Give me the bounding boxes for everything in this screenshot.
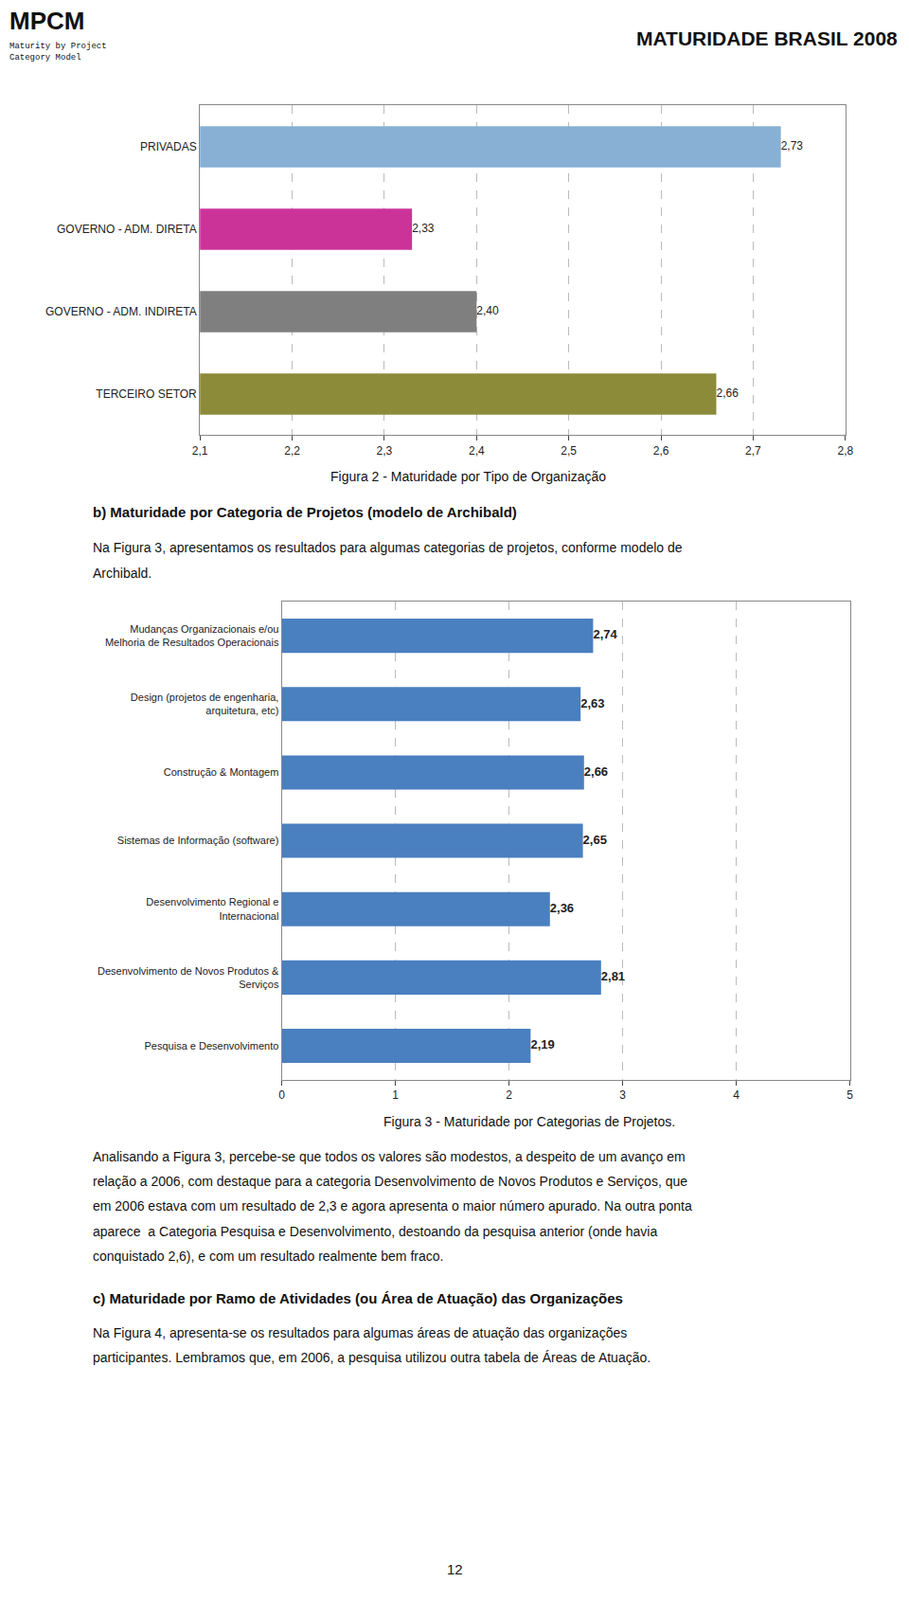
- svg-text:2,3: 2,3: [376, 444, 393, 458]
- svg-text:1: 1: [392, 1087, 399, 1102]
- svg-text:Mudanças Organizacionais e/ouM: Mudanças Organizacionais e/ouMelhoria de…: [105, 623, 280, 648]
- svg-text:conquistado 2,6), e com um res: conquistado 2,6), e com um resultado rea…: [92, 1247, 444, 1264]
- svg-text:PRIVADAS: PRIVADAS: [140, 140, 197, 154]
- svg-text:MATURIDADE BRASIL 2008: MATURIDADE BRASIL 2008: [636, 27, 898, 50]
- svg-text:3: 3: [619, 1087, 626, 1102]
- svg-text:2,8: 2,8: [837, 444, 854, 458]
- svg-text:4: 4: [732, 1087, 740, 1102]
- svg-text:relação a 2006, com destaque p: relação a 2006, com destaque para a cate…: [92, 1173, 688, 1189]
- svg-text:Pesquisa e Desenvolvimento: Pesquisa e Desenvolvimento: [144, 1039, 280, 1052]
- svg-text:2,74: 2,74: [592, 626, 618, 642]
- svg-text:Construção & Montagem: Construção & Montagem: [163, 766, 280, 778]
- svg-text:Desenvolvimento Regional eInte: Desenvolvimento Regional eInternacional: [145, 895, 279, 921]
- svg-text:Na Figura 3, apresentamos os r: Na Figura 3, apresentamos os resultados …: [92, 539, 683, 555]
- svg-text:Archibald.: Archibald.: [92, 565, 152, 581]
- svg-text:2,63: 2,63: [580, 695, 605, 711]
- svg-text:c) Maturidade por Ramo de Ativ: c) Maturidade por Ramo de Atividades (ou…: [92, 1289, 624, 1306]
- svg-text:participantes. Lembramos que,: participantes. Lembramos que, em 2006, a…: [92, 1349, 651, 1365]
- svg-text:2,2: 2,2: [284, 444, 301, 458]
- svg-text:Analisando a Figura 3, percebe: Analisando a Figura 3, percebe-se que to…: [92, 1148, 686, 1164]
- svg-text:2,1: 2,1: [192, 444, 209, 458]
- svg-text:2,5: 2,5: [560, 444, 577, 458]
- svg-text:2,7: 2,7: [745, 444, 762, 458]
- svg-text:Na Figura 4, apresenta-se os r: Na Figura 4, apresenta-se os resultados …: [92, 1324, 627, 1340]
- svg-text:2: 2: [505, 1087, 513, 1102]
- svg-text:Sistemas de Informação (softwa: Sistemas de Informação (software): [117, 834, 280, 846]
- svg-text:GOVERNO - ADM. INDIRETA: GOVERNO - ADM. INDIRETA: [45, 304, 197, 319]
- svg-text:TERCEIRO SETOR: TERCEIRO SETOR: [95, 387, 197, 401]
- svg-text:Figura 2 - Maturidade por Tipo: Figura 2 - Maturidade por Tipo de Organi…: [330, 468, 606, 484]
- svg-text:Desenvolvimento de Novos Produ: Desenvolvimento de Novos Produtos &Servi…: [97, 964, 280, 990]
- svg-text:12: 12: [446, 1560, 464, 1577]
- svg-text:MPCM: MPCM: [9, 6, 85, 36]
- svg-text:2,40: 2,40: [476, 303, 500, 318]
- svg-text:2,66: 2,66: [715, 386, 739, 400]
- svg-text:2,36: 2,36: [550, 900, 574, 915]
- svg-text:2,33: 2,33: [411, 221, 435, 235]
- svg-text:Maturity by ProjectCategory Mo: Maturity by ProjectCategory Model: [9, 41, 107, 63]
- svg-text:5: 5: [846, 1087, 854, 1102]
- svg-text:Design (projetos de engenharia: Design (projetos de engenharia,arquitetu…: [130, 691, 280, 716]
- svg-text:Figura 3 - Maturidade por Cate: Figura 3 - Maturidade por Categorias de …: [383, 1113, 676, 1129]
- svg-text:b) Maturidade por Categoria de: b) Maturidade por Categoria de Projetos …: [92, 503, 517, 520]
- svg-text:2,6: 2,6: [653, 444, 670, 458]
- svg-text:2,65: 2,65: [583, 832, 607, 847]
- svg-text:2,19: 2,19: [530, 1036, 554, 1052]
- svg-text:GOVERNO - ADM. DIRETA: GOVERNO - ADM. DIRETA: [56, 222, 197, 236]
- svg-text:em 2006 estava com um resultad: em 2006 estava com um resultado de 2,3 e…: [92, 1197, 693, 1213]
- svg-text:2,73: 2,73: [781, 139, 804, 153]
- svg-text:2,81: 2,81: [601, 968, 625, 983]
- svg-text:2,66: 2,66: [584, 764, 608, 779]
- svg-text:aparece a Categoria Pesquisa: aparece a Categoria Pesquisa e Desenvolv…: [92, 1223, 658, 1239]
- svg-text:0: 0: [278, 1087, 286, 1102]
- svg-text:2,4: 2,4: [468, 444, 485, 458]
